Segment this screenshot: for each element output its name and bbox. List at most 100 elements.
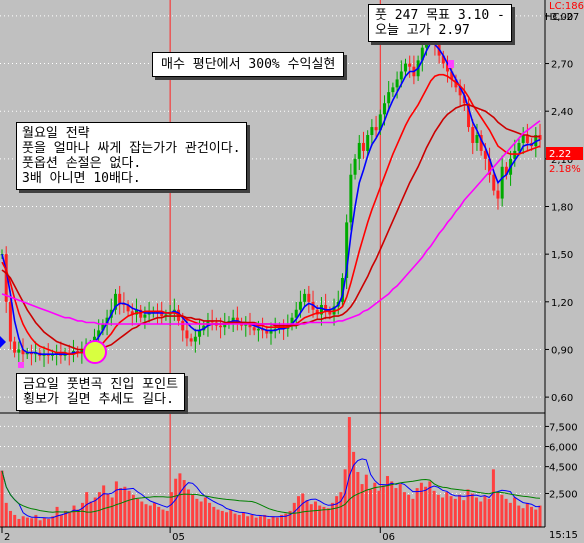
candle-body [345, 222, 349, 278]
volume-bar [80, 502, 84, 527]
candle-body [504, 166, 508, 175]
volume-bar [225, 512, 229, 527]
volume-bar [309, 504, 313, 527]
volume-bar [165, 510, 169, 527]
volume-bar [72, 505, 76, 527]
candle-body [219, 325, 223, 328]
candle-body [408, 63, 412, 67]
candle-body [395, 79, 399, 88]
candle-body [387, 92, 391, 104]
ma-long-line [1, 120, 541, 325]
volume-bar [233, 513, 237, 527]
time-label: 15:15 [549, 530, 578, 541]
volume-bar [381, 485, 385, 527]
candle-body [25, 352, 29, 355]
candle-body [382, 103, 386, 115]
price-tick-label: 1,20 [551, 298, 573, 309]
candle-body [479, 135, 483, 151]
volume-bar [89, 501, 93, 527]
candle-body [189, 338, 193, 342]
volume-bar [521, 508, 525, 527]
volume-bar [356, 472, 360, 527]
volume-ma-lines [1, 458, 541, 519]
time-axis-ticks: 2 05 06 [1, 527, 395, 543]
volume-bar [496, 492, 500, 527]
candle-body [340, 277, 344, 302]
candle-body [349, 174, 353, 223]
volume-bar [385, 476, 389, 527]
volume-bar [51, 516, 55, 527]
current-price-label: 2.22 [549, 149, 571, 160]
volume-bar [34, 514, 38, 527]
hc-label: HC:-27 [545, 12, 579, 23]
volume-bars [0, 417, 542, 527]
price-tick-label: 3,00 [551, 12, 573, 23]
volume-bar [297, 496, 301, 527]
candle-body [223, 324, 227, 328]
candle-body [521, 135, 525, 143]
entry-note: 금요일 풋변곡 진입 포인트 횡보가 길면 추세도 길다. [16, 373, 186, 411]
volume-bar [241, 512, 245, 527]
volume-ma-short [1, 458, 540, 519]
volume-axis-ticks: 7,500 6,000 4,500 2,500 [545, 422, 578, 500]
volume-bar [55, 506, 59, 527]
lc-label: LC:186 [549, 1, 584, 12]
headline-note: 매수 평단에서 300% 수익실현 [152, 52, 345, 77]
volume-bar [106, 493, 110, 527]
volume-bar [500, 494, 504, 527]
volume-tick-label: 4,500 [549, 463, 578, 474]
candle-body [374, 127, 378, 131]
candle-body [307, 293, 311, 302]
candle-body [143, 314, 147, 318]
candle-body [50, 354, 54, 356]
volume-bar [322, 506, 326, 527]
volume-bar [178, 473, 182, 527]
volume-bar [250, 514, 254, 527]
candle-body [248, 324, 252, 328]
candle-body [404, 63, 407, 72]
volume-bar [21, 516, 25, 527]
volume-bar [174, 478, 178, 527]
volume-bar [335, 496, 339, 527]
volume-bar [17, 518, 21, 527]
candle-body [42, 354, 46, 356]
candle-body [147, 312, 151, 315]
volume-bar [377, 490, 381, 527]
volume-bar [326, 508, 330, 527]
volume-bar [237, 514, 241, 527]
candle-body [357, 142, 361, 159]
volume-bar [394, 488, 398, 527]
volume-bar [330, 502, 334, 527]
volume-bar [161, 509, 165, 527]
entry-line-2: 횡보가 길면 추세도 길다. [23, 392, 174, 407]
candle-body [496, 190, 500, 199]
volume-bar [407, 494, 411, 527]
volume-bar [479, 501, 483, 527]
volume-bar [462, 500, 466, 527]
target-line-2: 오늘 고가 2.97 [375, 23, 470, 38]
volume-bar [305, 500, 309, 527]
volume-tick-label: 2,500 [549, 489, 578, 500]
volume-bar [119, 488, 123, 527]
time-tick-label: 06 [382, 532, 395, 543]
volume-bar [280, 514, 284, 527]
target-note: 풋 247 목표 3.10 - 오늘 고가 2.97 [368, 4, 512, 42]
candle-body [446, 63, 450, 72]
candle-body [471, 127, 475, 143]
entry-point-marker [83, 340, 107, 364]
candle-body [231, 317, 235, 321]
candle-body [378, 114, 382, 131]
volume-bar [453, 498, 457, 527]
candle-body [130, 311, 134, 315]
volume-bar [436, 494, 440, 527]
candle-body [126, 304, 130, 312]
volume-bar [483, 496, 487, 527]
volume-bar [415, 488, 419, 527]
volume-bar [284, 513, 288, 527]
candle-body [80, 349, 84, 353]
change-percent-label: 2.18% [549, 164, 581, 175]
volume-bar [64, 510, 68, 527]
candle-body [160, 312, 164, 317]
candle-body [328, 311, 332, 315]
volume-tick-label: 6,000 [549, 443, 578, 454]
